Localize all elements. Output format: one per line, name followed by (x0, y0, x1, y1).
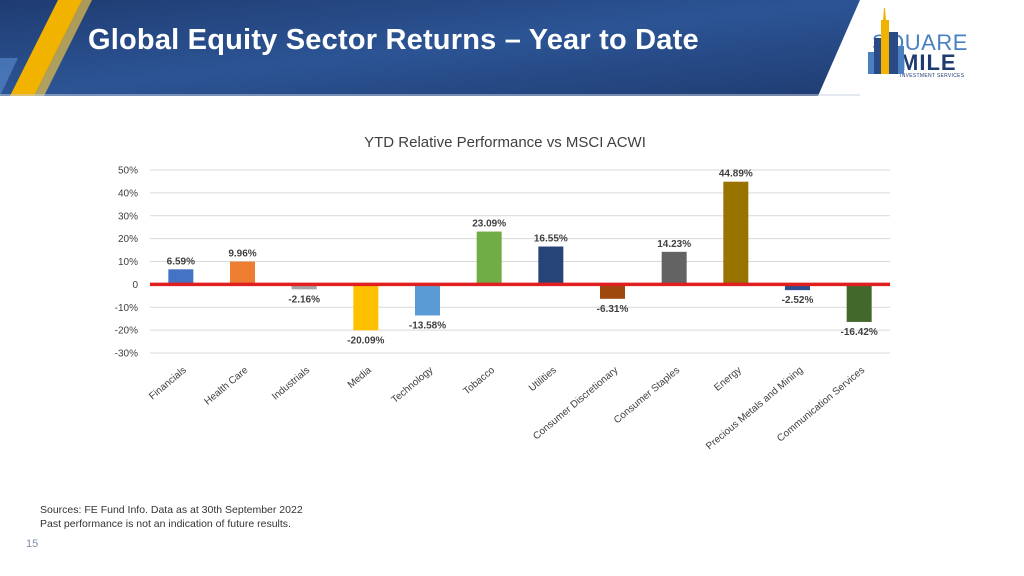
x-axis: Financials Health Care Industrials Media Tec… (147, 365, 867, 453)
data-label: 6.59% (167, 256, 195, 267)
page-number: 15 (26, 538, 39, 550)
x-tick-label: Utilities (527, 365, 559, 394)
x-tick-label: Consumer Staples (612, 365, 682, 426)
x-tick-label: Health Care (202, 365, 250, 408)
data-label: 23.09% (472, 219, 506, 230)
y-tick-label: 50% (118, 166, 138, 177)
sector-returns-chart: YTD Relative Performance vs MSCI ACWI 50… (115, 134, 890, 453)
y-axis: 50% 40% 30% 20% 10% 0 -10% -20% -30% (115, 166, 139, 360)
y-tick-label: 0 (132, 280, 138, 291)
y-tick-label: -30% (115, 349, 138, 360)
y-tick-label: -10% (115, 303, 138, 314)
source-line: Sources: FE Fund Info. Data as at 30th S… (40, 504, 303, 516)
x-tick-label: Industrials (270, 365, 312, 403)
x-tick-label: Energy (712, 365, 743, 394)
bar-media (353, 284, 379, 331)
header-background (0, 0, 860, 96)
bar-consumer-staples (661, 251, 687, 285)
disclaimer-line: Past performance is not an indication of… (40, 518, 291, 530)
data-labels: 6.59% 9.96% -2.16% -20.09% -13.58% 23.09% 16.5… (167, 169, 878, 347)
data-label: -16.42% (841, 327, 878, 338)
bar-tobacco (476, 231, 502, 285)
y-tick-label: 40% (118, 188, 138, 199)
x-tick-label: Media (346, 365, 374, 391)
header-gold-stripe (10, 0, 82, 96)
data-label: 16.55% (534, 234, 568, 245)
data-label: 14.23% (657, 239, 691, 250)
data-label: -2.52% (782, 295, 814, 306)
square-mile-logo: SQUARE MILE INVESTMENT SERVICES (866, 8, 1016, 84)
bar-technology (415, 284, 440, 316)
bar-utilities (538, 246, 564, 285)
x-tick-label: Precious Metals and Mining (704, 365, 805, 452)
sources-note: Sources: FE Fund Info. Data as at 30th S… (40, 503, 303, 531)
data-label: -20.09% (347, 335, 384, 346)
logo-text-mile: MILE (900, 50, 957, 75)
chart-bars (168, 181, 872, 331)
data-label: 44.89% (719, 169, 753, 180)
data-label: -2.16% (288, 294, 320, 305)
header-gold-stripe-edge (34, 0, 92, 96)
data-label: 9.96% (228, 249, 256, 260)
header-banner: Global Equity Sector Returns – Year to D… (0, 0, 1024, 96)
x-tick-label: Financials (147, 365, 189, 402)
bar-energy (723, 181, 749, 285)
tower-icon (868, 8, 904, 74)
header-accent-light (0, 58, 18, 96)
y-tick-label: 20% (118, 234, 138, 245)
page-title: Global Equity Sector Returns – Year to D… (88, 24, 699, 56)
y-tick-label: -20% (115, 326, 138, 337)
bar-precious-metals-and-mining (785, 284, 810, 291)
data-label: -6.31% (597, 304, 629, 315)
x-tick-label: Tobacco (461, 365, 497, 398)
bar-health-care (230, 261, 255, 285)
chart-grid (150, 169, 890, 354)
logo-text-subtitle: INVESTMENT SERVICES (900, 73, 965, 79)
data-label: -13.58% (409, 320, 446, 331)
bar-industrials (291, 284, 317, 290)
y-tick-label: 30% (118, 211, 138, 222)
bar-consumer-discretionary (600, 284, 625, 299)
y-tick-label: 10% (118, 257, 138, 268)
chart-title: YTD Relative Performance vs MSCI ACWI (364, 134, 646, 151)
header-blue-panel (0, 0, 860, 96)
x-tick-label: Technology (390, 365, 436, 406)
bar-communication-services (846, 284, 872, 322)
bar-financials (168, 269, 194, 285)
